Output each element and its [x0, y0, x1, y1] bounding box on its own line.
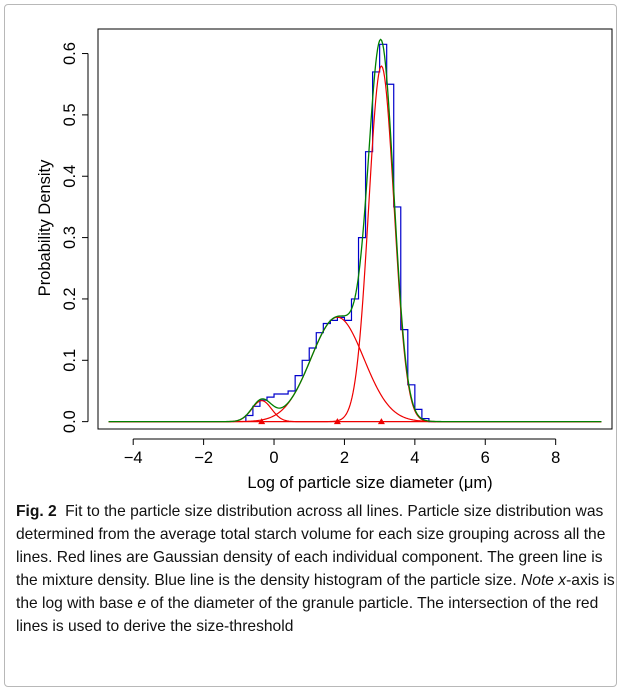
caption-text-1: Fit to the particle size distribution ac…	[16, 503, 606, 589]
figure-caption: Fig. 2 Fit to the particle size distribu…	[16, 500, 616, 638]
caption-text-3: of the diameter of the granule particle.…	[16, 595, 599, 635]
x-axis: −4 −2 0 2 4 6 8	[124, 438, 560, 467]
density-chart: −4 −2 0 2 4 6 8 0.0 0.1 0.2 0.3 0.4 0.5 0.6 Log of p…	[36, 28, 613, 492]
x-tick-label: 2	[340, 449, 349, 467]
y-tick-label: 0.1	[61, 349, 79, 372]
x-tick-label: 6	[481, 449, 490, 467]
x-tick-label: 8	[551, 449, 560, 467]
x-tick-label: 0	[269, 449, 278, 467]
y-tick-label: 0.4	[61, 165, 79, 188]
gaussian-component-curve	[108, 316, 602, 423]
density-histogram	[245, 43, 436, 423]
gaussian-component-curve	[108, 65, 602, 423]
mixture-curve-layer	[108, 38, 602, 423]
x-axis-label: Log of particle size diameter (μm)	[247, 474, 492, 492]
component-curves-layer	[108, 65, 602, 423]
figure-label: Fig. 2	[16, 503, 57, 520]
x-tick-label: −2	[194, 449, 213, 467]
caption-note-label: Note x	[521, 572, 567, 589]
x-tick-label: −4	[124, 449, 143, 467]
y-axis-label: Probability Density	[36, 159, 54, 296]
gaussian-component-curve	[108, 400, 602, 423]
y-tick-label: 0.5	[61, 103, 79, 126]
x-tick-label: 4	[410, 449, 419, 467]
caption-base-e: e	[137, 595, 147, 612]
mixture-density-curve	[108, 38, 602, 423]
y-tick-label: 0.6	[61, 42, 79, 65]
component-mean-marker	[377, 418, 385, 425]
y-tick-label: 0.0	[61, 410, 79, 433]
histogram-layer	[245, 43, 436, 423]
y-tick-label: 0.3	[61, 226, 79, 249]
component-mean-marker	[333, 418, 341, 425]
component-mean-marker	[258, 418, 266, 425]
y-axis: 0.0 0.1 0.2 0.3 0.4 0.5 0.6	[61, 42, 89, 433]
y-tick-label: 0.2	[61, 287, 79, 310]
component-mean-markers	[258, 418, 385, 425]
plot-area-border	[97, 28, 613, 430]
caption-text-2: -axis is the log with base	[16, 572, 615, 612]
figure-frame	[4, 4, 617, 687]
